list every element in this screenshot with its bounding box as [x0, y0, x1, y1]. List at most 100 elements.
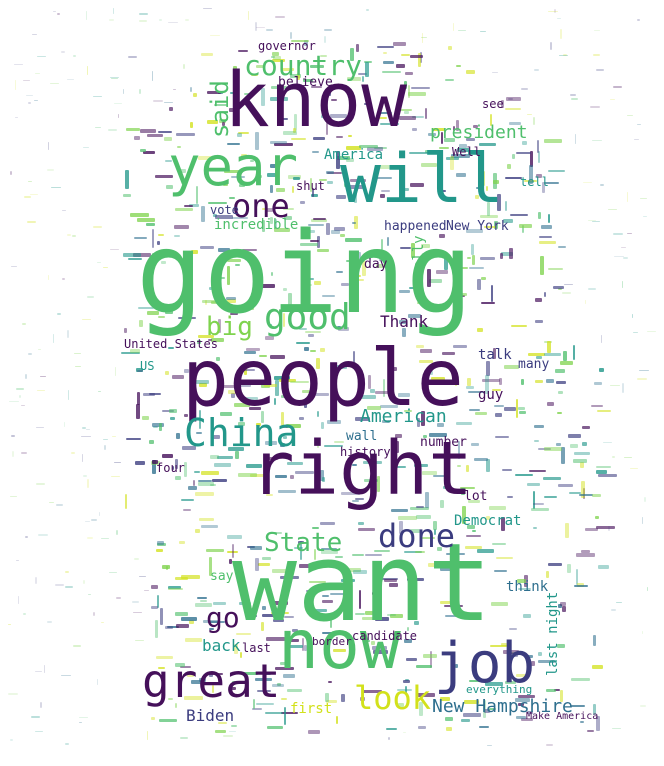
speckle: [220, 385, 237, 388]
speckle: [207, 673, 223, 675]
speckle: [108, 129, 117, 131]
speckle: [595, 516, 599, 519]
speckle: [38, 534, 48, 536]
speckle: [381, 190, 390, 192]
speckle: [501, 517, 505, 531]
speckle: [608, 526, 610, 531]
speckle: [291, 138, 306, 140]
speckle: [310, 350, 316, 352]
speckle: [15, 80, 16, 90]
speckle: [321, 550, 338, 554]
speckle: [250, 474, 268, 477]
speckle: [362, 261, 366, 276]
speckle: [603, 442, 612, 443]
speckle: [125, 494, 127, 509]
speckle: [588, 220, 596, 221]
speckle: [400, 247, 411, 249]
speckle: [133, 253, 151, 257]
speckle: [409, 152, 428, 154]
speckle: [521, 88, 528, 90]
speckle: [53, 334, 54, 343]
speckle: [346, 260, 354, 262]
speckle: [410, 507, 429, 510]
speckle: [172, 375, 184, 379]
speckle: [455, 664, 458, 668]
speckle: [283, 436, 287, 439]
word-say: say: [210, 569, 234, 584]
speckle: [209, 557, 212, 576]
speckle: [596, 69, 604, 71]
speckle: [294, 547, 303, 549]
speckle: [555, 369, 565, 373]
speckle: [278, 490, 296, 493]
speckle: [533, 117, 535, 125]
speckle: [87, 479, 89, 488]
word-people: people: [182, 334, 464, 424]
speckle: [613, 86, 622, 88]
speckle: [444, 138, 455, 142]
speckle: [429, 433, 447, 437]
speckle: [580, 462, 584, 468]
speckle: [487, 202, 490, 216]
speckle: [407, 578, 424, 581]
speckle: [262, 557, 271, 560]
speckle: [425, 492, 429, 508]
speckle: [484, 709, 490, 713]
speckle: [458, 30, 466, 31]
speckle: [227, 259, 241, 262]
speckle: [536, 356, 542, 359]
speckle: [516, 152, 531, 154]
speckle: [240, 369, 255, 371]
speckle: [151, 717, 155, 720]
speckle: [516, 716, 526, 719]
speckle: [36, 483, 45, 485]
speckle: [583, 488, 585, 499]
speckle: [417, 693, 435, 697]
speckle: [22, 323, 26, 325]
speckle: [320, 348, 325, 352]
speckle: [397, 466, 406, 468]
speckle: [217, 456, 233, 459]
speckle: [627, 115, 633, 116]
speckle: [639, 370, 649, 371]
speckle: [541, 225, 552, 229]
speckle: [495, 436, 509, 438]
word-new-york: New York: [446, 219, 509, 234]
speckle: [238, 50, 248, 52]
speckle: [362, 76, 364, 82]
speckle: [158, 131, 172, 133]
speckle: [264, 672, 271, 675]
speckle: [504, 407, 516, 411]
speckle: [24, 196, 31, 198]
speckle: [479, 726, 489, 728]
speckle: [538, 448, 551, 450]
speckle: [98, 391, 101, 392]
word-border: border: [312, 635, 352, 648]
speckle: [56, 504, 63, 506]
speckle: [114, 103, 122, 104]
speckle: [612, 456, 615, 458]
speckle: [308, 730, 320, 734]
speckle: [265, 466, 270, 470]
speckle: [610, 385, 620, 386]
word-candidate: candidate: [352, 629, 418, 643]
speckle: [55, 584, 64, 586]
speckle: [195, 492, 214, 496]
speckle: [396, 64, 405, 68]
speckle: [558, 288, 562, 290]
speckle: [130, 349, 140, 353]
speckle: [547, 402, 554, 406]
speckle: [504, 365, 519, 369]
speckle: [326, 117, 328, 135]
speckle: [248, 11, 249, 20]
speckle: [28, 102, 31, 104]
speckle: [173, 89, 176, 90]
speckle: [350, 179, 366, 182]
speckle: [83, 147, 89, 148]
speckle: [596, 470, 607, 474]
speckle: [139, 20, 147, 22]
speckle: [360, 395, 376, 399]
speckle: [93, 96, 102, 97]
speckle: [201, 525, 218, 528]
speckle: [421, 411, 425, 426]
